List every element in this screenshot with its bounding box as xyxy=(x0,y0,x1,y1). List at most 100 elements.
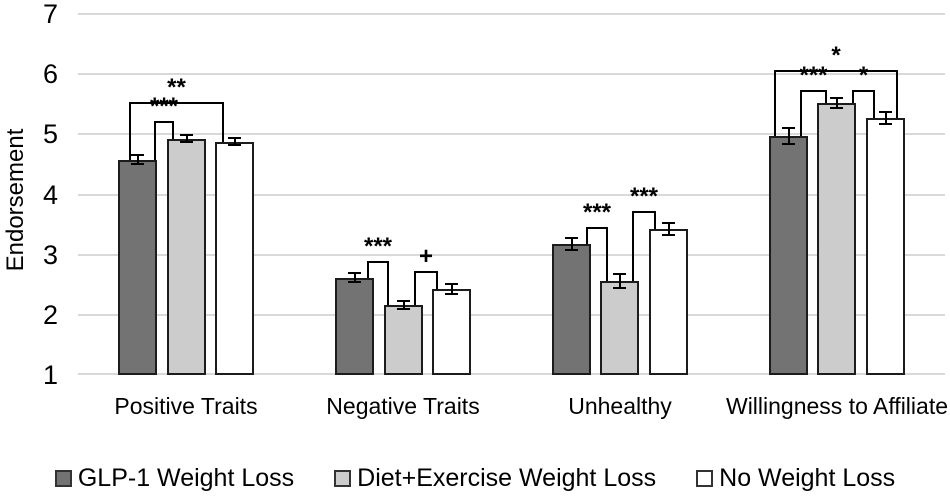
significance-bracket-vertical-left xyxy=(632,212,634,281)
chart-legend: GLP-1 Weight Loss Diet+Exercise Weight Lo… xyxy=(0,463,950,493)
gridline xyxy=(78,13,945,15)
gridline xyxy=(78,73,945,75)
y-tick-label: 5 xyxy=(42,119,58,149)
legend-swatch xyxy=(54,469,72,487)
error-bar-line xyxy=(402,301,405,309)
legend-item: No Weight Loss xyxy=(696,463,895,493)
error-bar-line xyxy=(233,138,236,145)
error-bar-cap-bottom xyxy=(131,163,144,165)
significance-label: *** xyxy=(582,199,612,226)
significance-bracket-vertical-left xyxy=(154,122,156,160)
significance-bracket-horizontal xyxy=(586,227,608,229)
category-label: Negative Traits xyxy=(326,393,480,419)
significance-bracket-horizontal xyxy=(154,121,174,123)
bar xyxy=(384,305,423,375)
error-bar-cap-bottom xyxy=(879,123,892,125)
significance-bracket-vertical-right xyxy=(606,228,608,281)
legend-swatch xyxy=(334,469,352,487)
gridline xyxy=(78,133,945,135)
error-bar-cap-bottom xyxy=(662,234,675,236)
bar xyxy=(817,103,856,375)
legend-item: GLP-1 Weight Loss xyxy=(54,463,294,493)
significance-bracket-vertical-left xyxy=(367,262,369,278)
significance-bracket-vertical-right xyxy=(436,272,438,289)
error-bar-cap-bottom xyxy=(445,293,458,295)
error-bar-cap-top xyxy=(397,300,410,302)
bar xyxy=(769,136,808,375)
gridline xyxy=(78,373,945,375)
error-bar-cap-bottom xyxy=(180,141,193,143)
significance-bracket-vertical-left xyxy=(800,91,802,136)
significance-label: *** xyxy=(363,233,393,260)
error-bar-cap-top xyxy=(348,272,361,274)
error-bar-line xyxy=(570,238,573,250)
error-bar-line xyxy=(450,284,453,294)
significance-label: *** xyxy=(149,93,179,120)
error-bar-cap-bottom xyxy=(397,308,410,310)
category-label: Willingness to Affiliate xyxy=(725,393,948,419)
error-bar-cap-bottom xyxy=(782,143,795,145)
y-tick-label: 7 xyxy=(42,0,58,29)
significance-bracket-horizontal xyxy=(800,90,827,92)
significance-bracket-vertical-right xyxy=(825,91,827,103)
significance-label: * xyxy=(858,62,869,89)
error-bar-cap-top xyxy=(662,222,675,224)
error-bar-line xyxy=(667,223,670,235)
error-bar-cap-top xyxy=(830,97,843,99)
gridline xyxy=(78,254,945,256)
significance-bracket-vertical-left xyxy=(586,228,588,244)
significance-bracket-horizontal xyxy=(774,70,898,72)
gridline xyxy=(78,194,945,196)
error-bar-cap-bottom xyxy=(830,107,843,109)
legend-label: No Weight Loss xyxy=(719,464,896,492)
significance-bracket-horizontal xyxy=(129,102,224,104)
significance-bracket-vertical-right xyxy=(654,212,656,229)
bar xyxy=(866,118,905,375)
error-bar-cap-top xyxy=(228,137,241,139)
bar xyxy=(335,278,374,375)
significance-bracket-vertical-left xyxy=(129,103,131,160)
category-label: Unhealthy xyxy=(568,393,672,419)
y-axis-tick-labels: 1 2 3 4 5 6 7 xyxy=(0,0,58,389)
error-bar-cap-top xyxy=(782,127,795,129)
significance-bracket-vertical-right xyxy=(387,262,389,305)
error-bar-cap-top xyxy=(565,237,578,239)
significance-bracket-horizontal xyxy=(632,211,656,213)
error-bar-line xyxy=(618,274,621,288)
significance-label: + xyxy=(418,243,434,270)
significance-label: ** xyxy=(167,74,186,101)
significance-bracket-vertical-left xyxy=(852,91,854,103)
gridline xyxy=(78,314,945,316)
error-bar-line xyxy=(835,98,838,108)
bar xyxy=(552,244,591,375)
significance-label: *** xyxy=(799,62,828,89)
error-bar-cap-top xyxy=(131,154,144,156)
error-bar-line xyxy=(185,135,188,142)
error-bar-cap-bottom xyxy=(613,287,626,289)
bar xyxy=(649,229,688,375)
bar xyxy=(118,160,157,375)
y-tick-label: 1 xyxy=(42,360,58,390)
plot-area: *** ** *** + *** *** *** * * xyxy=(78,13,945,375)
significance-label: * xyxy=(831,42,841,69)
significance-bracket-vertical-left xyxy=(414,272,416,305)
significance-bracket-vertical-right xyxy=(873,91,875,118)
y-tick-label: 2 xyxy=(42,300,58,330)
significance-bracket-horizontal xyxy=(414,271,438,273)
legend-swatch xyxy=(696,469,714,487)
error-bar-line xyxy=(353,273,356,282)
bar xyxy=(600,281,639,375)
y-tick-label: 6 xyxy=(42,59,58,89)
significance-bracket-vertical-left xyxy=(774,71,776,136)
error-bar-cap-top xyxy=(613,273,626,275)
legend-label: Diet+Exercise Weight Loss xyxy=(357,464,657,492)
error-bar-line xyxy=(884,112,887,124)
legend-item: Diet+Exercise Weight Loss xyxy=(334,463,656,493)
bar xyxy=(167,139,206,375)
significance-label: *** xyxy=(629,183,659,210)
error-bar-cap-bottom xyxy=(565,249,578,251)
significance-bracket-vertical-right xyxy=(896,71,898,118)
error-bar-cap-top xyxy=(879,111,892,113)
y-tick-label: 4 xyxy=(42,180,58,210)
